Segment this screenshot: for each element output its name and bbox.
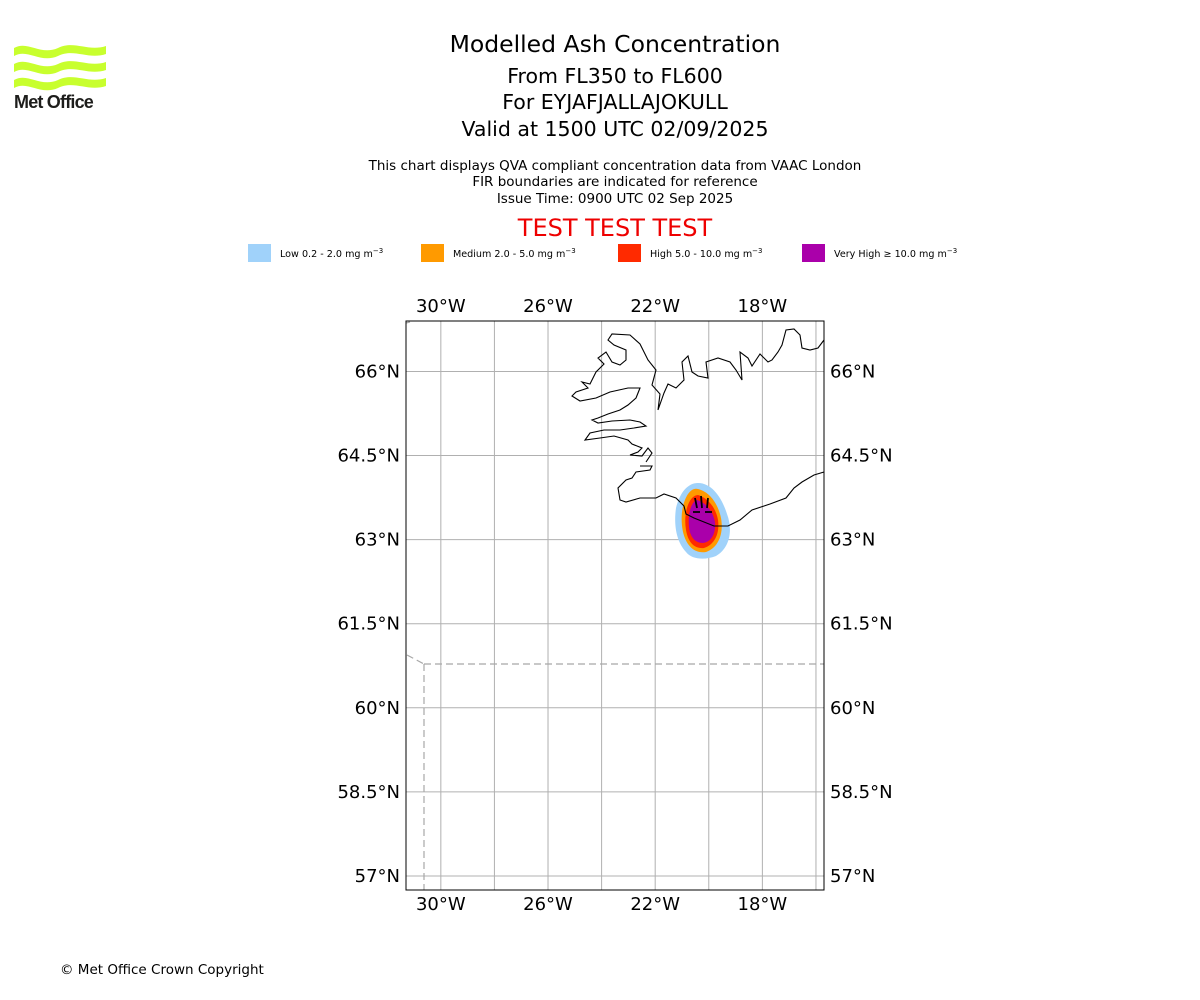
lon-label-top: 22°W	[630, 296, 680, 317]
lat-label-right: 63°N	[830, 530, 875, 551]
lat-label-right: 64.5°N	[830, 446, 893, 467]
lat-label-left: 58.5°N	[337, 782, 400, 803]
lat-label-right: 58.5°N	[830, 782, 893, 803]
iceland-coastline	[571, 328, 825, 527]
lat-label-right: 60°N	[830, 698, 875, 719]
fir-boundary-northwest	[405, 321, 411, 324]
coastline-southwest	[617, 465, 825, 527]
lat-label-left: 64.5°N	[337, 446, 400, 467]
legend-swatch-very-high	[802, 244, 825, 262]
legend-swatch-medium	[421, 244, 444, 262]
lon-label-top: 30°W	[416, 296, 466, 317]
lat-label-left: 63°N	[355, 530, 400, 551]
lon-label-top: 18°W	[738, 296, 788, 317]
lon-label-bottom: 22°W	[630, 894, 680, 915]
gridlines	[406, 321, 824, 890]
coastline-north	[571, 328, 825, 463]
lon-label-bottom: 18°W	[738, 894, 788, 915]
lon-label-bottom: 26°W	[523, 894, 573, 915]
legend-exp-high: −3	[752, 247, 763, 255]
lat-label-left: 66°N	[355, 361, 400, 382]
fir-boundary-diagonal	[406, 654, 425, 665]
copyright: © Met Office Crown Copyright	[60, 962, 264, 978]
test-banner: TEST TEST TEST	[517, 214, 713, 242]
legend-exp-low: −3	[372, 247, 384, 255]
vent-marker	[693, 495, 712, 513]
fir-note: FIR boundaries are indicated for referen…	[472, 174, 758, 190]
legend-label-medium: Medium 2.0 - 5.0 mg m	[453, 249, 566, 261]
fir-boundaries	[405, 321, 824, 890]
lat-label-left: 57°N	[355, 866, 400, 887]
volcano-name: For EYJAFJALLAJOKULL	[502, 90, 728, 114]
legend-exp-very-high: −3	[946, 247, 958, 255]
lat-label-left: 60°N	[355, 698, 400, 719]
legend-label-high: High 5.0 - 10.0 mg m	[650, 249, 753, 261]
chart-title: Modelled Ash Concentration	[449, 30, 781, 58]
met-office-logo	[14, 45, 106, 91]
lat-label-left: 61.5°N	[337, 614, 400, 635]
legend-label-low: Low 0.2 - 2.0 mg m	[280, 249, 373, 261]
lat-label-right: 57°N	[830, 866, 875, 887]
legend-label-very-high: Very High ≥ 10.0 mg m	[834, 249, 947, 261]
flight-level-range: From FL350 to FL600	[507, 64, 723, 88]
valid-time: Valid at 1500 UTC 02/09/2025	[461, 117, 769, 141]
legend-exp-medium: −3	[565, 247, 576, 255]
lat-label-right: 66°N	[830, 361, 875, 382]
legend-swatch-high	[618, 244, 641, 262]
qva-note: This chart displays QVA compliant concen…	[368, 158, 862, 174]
lon-label-top: 26°W	[523, 296, 573, 317]
lat-label-right: 61.5°N	[830, 614, 893, 635]
ash-cloud	[675, 483, 730, 559]
axis-labels: 30°W 30°W 26°W 26°W 22°W 22°W 18°W 18°W 66°N 66°N…	[337, 296, 892, 915]
legend-swatch-low	[248, 244, 271, 262]
map-frame	[405, 320, 825, 891]
logo-text: Met Office	[14, 92, 94, 112]
issue-time: Issue Time: 0900 UTC 02 Sep 2025	[496, 191, 734, 207]
lon-label-bottom: 30°W	[416, 894, 466, 915]
